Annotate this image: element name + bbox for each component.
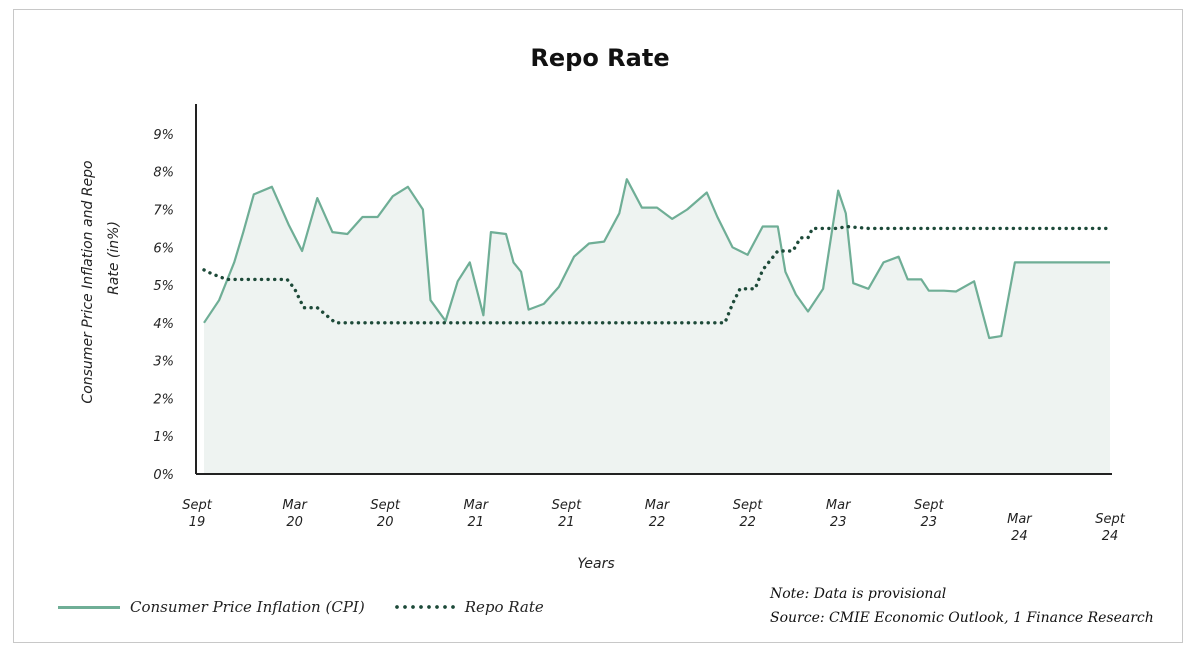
x-tick-label: Sept 23 [914, 498, 945, 530]
legend-cpi-swatch [58, 605, 120, 609]
x-tick-label: Mar 23 [826, 498, 852, 530]
x-tick-label: Mar 24 [1007, 512, 1033, 544]
y-tick-label: 3% [153, 355, 174, 370]
chart-title: Repo Rate [530, 44, 670, 72]
y-tick-label: 7% [153, 204, 174, 219]
y-axis-label: Consumer Price Inflation and Repo [80, 160, 96, 403]
x-tick-label: Sept 20 [370, 498, 401, 530]
y-tick-label: 6% [153, 241, 174, 256]
x-tick-label: Mar 22 [645, 498, 671, 530]
cpi-area [204, 179, 1110, 474]
legend-repo-label: Repo Rate [464, 598, 544, 616]
x-tick-label: Sept 22 [733, 498, 764, 530]
cpi-line [203, 178, 1110, 340]
legend: Consumer Price Inflation (CPI) Repo Rate [58, 598, 544, 616]
y-tick-label: 5% [153, 279, 174, 294]
x-tick-label: Sept 19 [182, 498, 213, 530]
y-tick-label: 9% [153, 128, 174, 143]
y-axis-label-line2: Rate (in%) [106, 221, 122, 295]
note-text: Note: Data is provisional [770, 586, 947, 602]
chart-notes: Note: Data is provisional Source: CMIE E… [770, 582, 1154, 630]
legend-repo-swatch [392, 605, 455, 609]
y-tick-label: 1% [153, 430, 174, 445]
x-tick-label: Mar 20 [282, 498, 308, 530]
x-tick-label: Sept 24 [1095, 512, 1126, 544]
repo-rate-line [202, 224, 1112, 325]
source-text: Source: CMIE Economic Outlook, 1 Finance… [770, 610, 1154, 626]
x-tick-label: Sept 21 [552, 498, 583, 530]
x-axis-label: Years [577, 556, 614, 572]
y-tick-label: 8% [153, 166, 174, 181]
x-tick-label: Mar 21 [464, 498, 490, 530]
y-tick-label: 2% [153, 392, 174, 407]
y-tick-label: 0% [153, 468, 174, 483]
y-tick-label: 4% [153, 317, 174, 332]
legend-cpi-label: Consumer Price Inflation (CPI) [130, 598, 365, 616]
